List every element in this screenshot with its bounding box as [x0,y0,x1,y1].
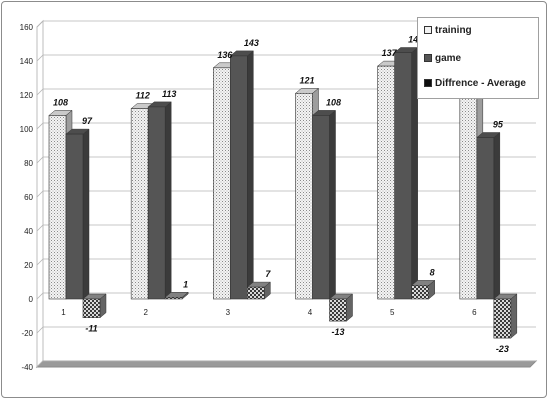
bar-side [493,131,501,300]
gridline-side [36,326,44,334]
bar-game-1 [65,133,84,300]
gridline-side [36,156,44,164]
legend-item-training: training [424,23,472,37]
legend-label-game: game [435,52,462,64]
data-label: 137 [382,48,398,58]
bar-training-2 [130,108,149,300]
gridline-side [36,224,44,232]
bar-game-6 [476,137,495,300]
y-tick-label: 0 [29,295,34,304]
data-label: 97 [82,116,93,126]
bar-game-5 [394,52,412,300]
data-label: 108 [326,97,341,107]
gridline-side [36,20,44,28]
gridline-side [36,54,44,62]
y-axis-ticks: 160 140 120 100 80 60 40 20 0 -20 -40 [20,23,34,372]
data-label: -23 [496,344,509,354]
bar-game-4 [312,115,330,300]
data-label: 112 [135,91,149,101]
data-label: 143 [244,38,259,48]
data-label: 136 [217,50,233,60]
category-labels: 1 2 3 4 5 6 [61,308,477,317]
bar-diffrence-average-2 [164,296,183,300]
y-tick-label: 160 [20,23,34,32]
x-category-label: 1 [61,308,66,317]
legend-item-game: game [424,51,461,65]
bar-side [247,50,254,300]
legend: training game Diffrence - Average [417,17,539,99]
bar-diffrence-average-3 [247,286,265,300]
gridline-side [36,292,44,300]
bar-side [329,109,336,300]
data-label: 7 [265,269,271,279]
gridline-side [36,190,44,198]
bar-diffrence-average-5 [411,285,429,300]
data-label: 1 [183,279,188,289]
data-labels: 10897-1111211311361437121108-13137145811… [53,35,509,355]
bar-side [82,128,90,300]
gridline-side [36,258,44,266]
x-category-label: 6 [472,308,477,317]
legend-label-difference: Diffrence - Average [435,77,526,89]
bar-diffrence-average-1 [82,298,101,319]
y-tick-label: 140 [20,57,34,66]
legend-label-training: training [435,24,472,36]
y-tick-label: 80 [24,159,33,168]
data-label: 113 [162,89,176,99]
data-label: 108 [53,97,68,107]
bar-game-3 [230,55,248,300]
floor [35,360,538,368]
y-tick-label: 20 [24,261,33,270]
data-label: 95 [493,120,504,130]
gridline-side [36,88,44,96]
x-category-label: 4 [308,308,313,317]
y-tick-label: 120 [20,91,34,100]
x-category-label: 2 [143,308,148,317]
bar-diffrence-average-4 [329,298,347,322]
x-category-label: 5 [390,308,395,317]
data-label: 121 [299,75,314,85]
gridline-side [36,360,44,368]
y-tick-label: -20 [21,329,33,338]
bar-training-5 [377,65,395,300]
bar-training-1 [48,115,67,300]
y-tick-label: 40 [24,227,33,236]
bar-side [510,293,518,339]
legend-swatch-game [424,54,432,62]
legend-swatch-difference [424,79,432,87]
bars [48,46,518,339]
data-label: 145 [408,35,424,45]
bar-training-3 [213,67,231,300]
bar-training-6 [459,98,478,300]
x-category-label: 3 [226,308,231,317]
legend-swatch-training [424,26,432,34]
bar-training-4 [295,93,313,300]
data-label: -13 [331,327,344,337]
y-tick-label: 60 [24,193,33,202]
y-tick-label: 100 [20,125,34,134]
bar-side [164,101,172,300]
legend-item-difference: Diffrence - Average [424,76,526,90]
bar-game-2 [147,106,166,300]
y-tick-label: -40 [21,363,33,372]
gridline-side [36,122,44,130]
data-label: 8 [430,267,435,277]
data-label: -11 [85,324,97,334]
bar-diffrence-average-6 [493,298,512,339]
